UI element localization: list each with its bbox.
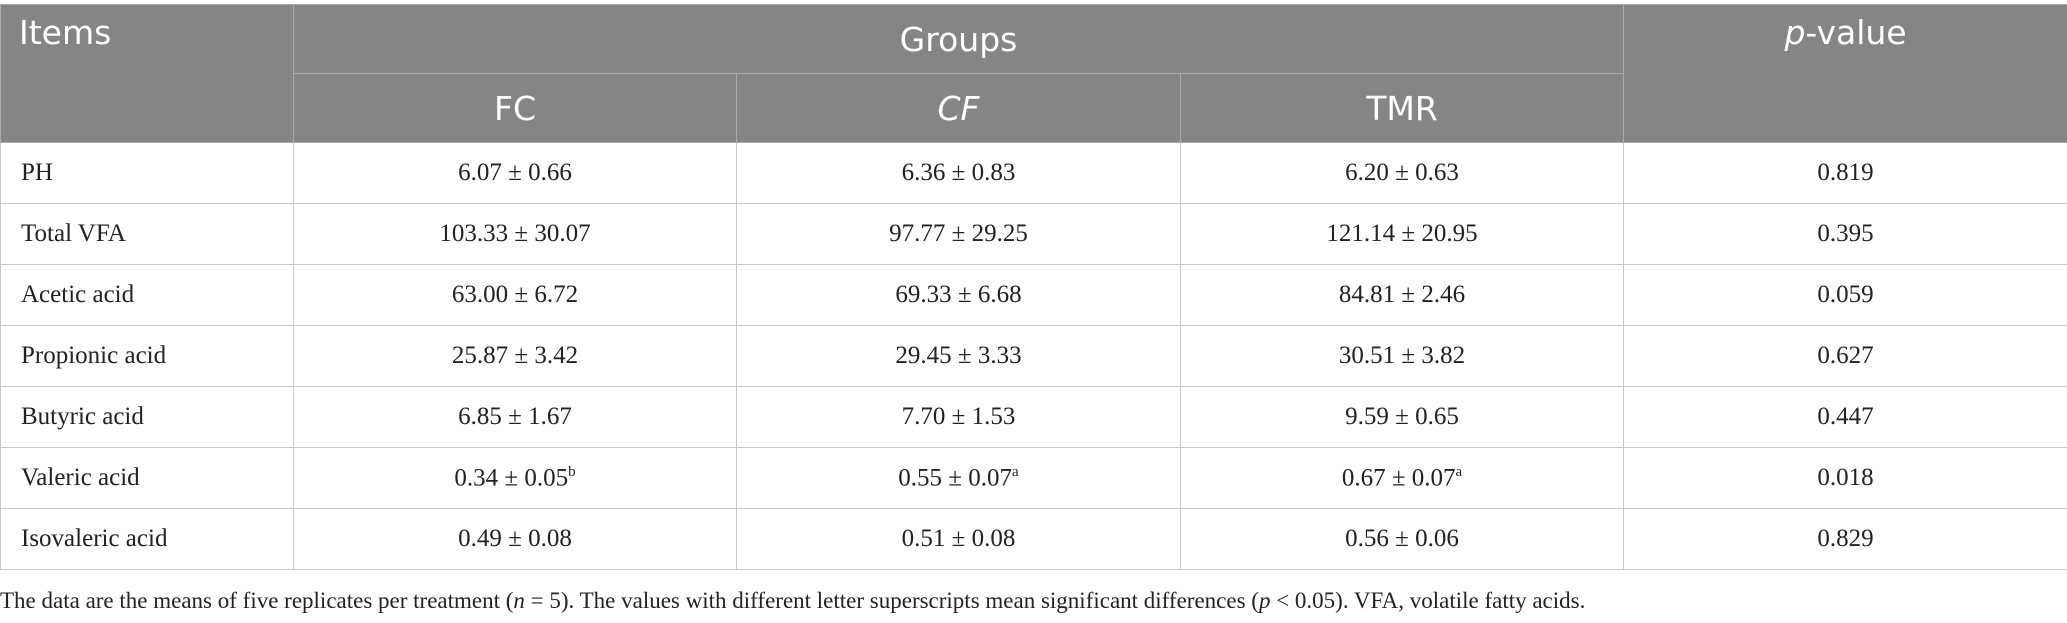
data-table: Items Groups p-value FC CF TMR PH 6.07 ± … xyxy=(0,4,2067,570)
cell-superscript: a xyxy=(1012,463,1019,480)
cell: 25.87 ± 3.42 xyxy=(293,325,737,387)
table-body: PH 6.07 ± 0.66 6.36 ± 0.83 6.20 ± 0.63 0.819… xyxy=(0,142,2067,570)
row-label: Valeric acid xyxy=(0,447,294,509)
cell: 0.819 xyxy=(1623,142,2067,204)
row-label: Acetic acid xyxy=(0,264,294,326)
cell: 63.00 ± 6.72 xyxy=(293,264,737,326)
cell: 0.447 xyxy=(1623,386,2067,448)
cell: 0.34 ± 0.05b xyxy=(293,447,737,509)
footnote-italic: p xyxy=(1258,588,1271,613)
cell: 0.49 ± 0.08 xyxy=(293,508,737,570)
cell: 97.77 ± 29.25 xyxy=(736,203,1181,265)
header-tmr: TMR xyxy=(1179,73,1625,143)
cell: 0.829 xyxy=(1623,508,2067,570)
row-label: PH xyxy=(0,142,294,204)
row-label: Propionic acid xyxy=(0,325,294,387)
cell-value: 0.34 ± 0.05 xyxy=(454,464,569,492)
table-row: PH 6.07 ± 0.66 6.36 ± 0.83 6.20 ± 0.63 0.819 xyxy=(0,142,2067,204)
cell: 9.59 ± 0.65 xyxy=(1179,386,1625,448)
footnote-text: = 5). The values with different letter s… xyxy=(524,588,1259,613)
row-label: Total VFA xyxy=(0,203,294,265)
cell-value: 0.55 ± 0.07 xyxy=(898,464,1013,492)
footnote-text: < 0.05). VFA, volatile fatty acids. xyxy=(1270,588,1586,613)
cell-superscript: b xyxy=(568,463,576,480)
cell: 7.70 ± 1.53 xyxy=(736,386,1181,448)
cell: 0.059 xyxy=(1623,264,2067,326)
cell: 84.81 ± 2.46 xyxy=(1179,264,1625,326)
p-italic: p xyxy=(1784,13,1806,52)
cell: 0.51 ± 0.08 xyxy=(736,508,1181,570)
table-row: Valeric acid 0.34 ± 0.05b 0.55 ± 0.07a 0.67… xyxy=(0,447,2067,509)
header-fc: FC xyxy=(293,73,737,143)
cell: 0.55 ± 0.07a xyxy=(736,447,1181,509)
p-rest: -value xyxy=(1805,13,1907,52)
cell-superscript: a xyxy=(1455,463,1463,480)
cell: 6.85 ± 1.67 xyxy=(293,386,737,448)
table-row: Acetic acid 63.00 ± 6.72 69.33 ± 6.68 84.81… xyxy=(0,264,2067,326)
table-row: Butyric acid 6.85 ± 1.67 7.70 ± 1.53 9.59 ±… xyxy=(0,386,2067,448)
cell: 0.627 xyxy=(1623,325,2067,387)
cell-value: 0.67 ± 0.07 xyxy=(1341,464,1456,492)
row-label: Butyric acid xyxy=(0,386,294,448)
header-cf: CF xyxy=(736,73,1181,143)
table-row: Isovaleric acid 0.49 ± 0.08 0.51 ± 0.08 0.5… xyxy=(0,508,2067,570)
footnote-text: The data are the means of five replicate… xyxy=(0,588,514,613)
header-items: Items xyxy=(0,4,294,143)
footnote: The data are the means of five replicate… xyxy=(0,588,1585,614)
cell: 0.67 ± 0.07a xyxy=(1179,447,1625,509)
cell: 6.07 ± 0.66 xyxy=(293,142,737,204)
cell: 0.395 xyxy=(1623,203,2067,265)
header-pvalue: p-value xyxy=(1623,4,2067,143)
cell: 103.33 ± 30.07 xyxy=(293,203,737,265)
header-groups: Groups xyxy=(292,4,1625,74)
cell: 0.018 xyxy=(1623,447,2067,509)
row-label: Isovaleric acid xyxy=(0,508,294,570)
cell: 121.14 ± 20.95 xyxy=(1179,203,1625,265)
cell: 6.20 ± 0.63 xyxy=(1179,142,1625,204)
cell: 69.33 ± 6.68 xyxy=(736,264,1181,326)
cell: 6.36 ± 0.83 xyxy=(736,142,1181,204)
footnote-italic: n xyxy=(513,588,525,613)
cell: 0.56 ± 0.06 xyxy=(1179,508,1625,570)
cell: 29.45 ± 3.33 xyxy=(736,325,1181,387)
cf-italic: CF xyxy=(937,88,980,128)
table-row: Propionic acid 25.87 ± 3.42 29.45 ± 3.33 30… xyxy=(0,325,2067,387)
cell: 30.51 ± 3.82 xyxy=(1179,325,1625,387)
table-row: Total VFA 103.33 ± 30.07 97.77 ± 29.25 121.… xyxy=(0,203,2067,265)
